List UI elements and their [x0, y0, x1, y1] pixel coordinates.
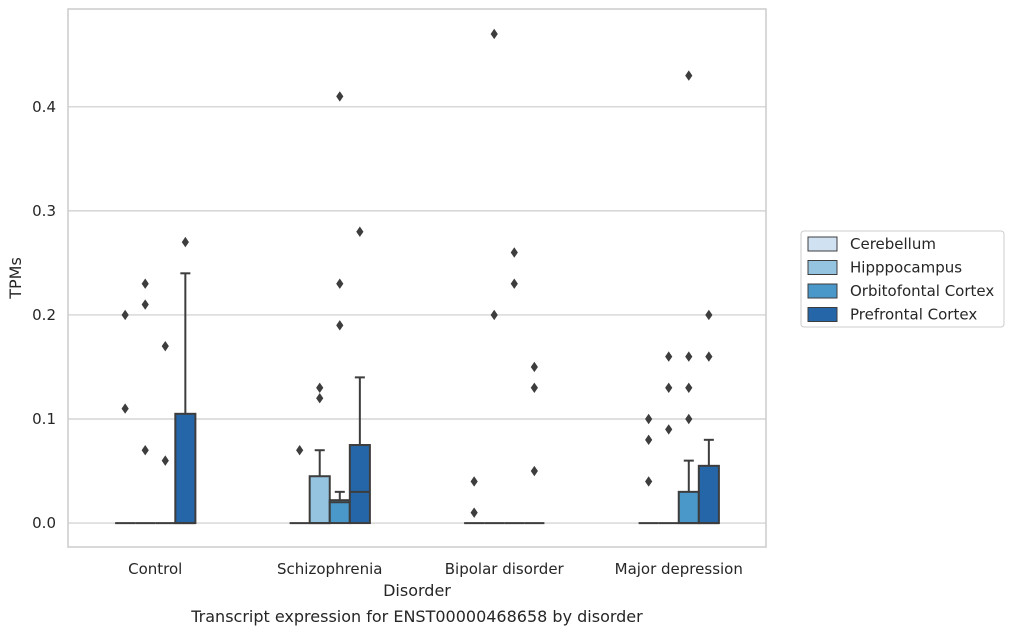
- outlier-point: [705, 351, 713, 362]
- legend-swatch: [807, 236, 838, 252]
- outlier-point: [470, 476, 478, 487]
- outlier-point: [316, 382, 324, 393]
- box-group: [697, 438, 720, 525]
- box-body: [174, 412, 197, 525]
- outlier-point: [296, 445, 304, 456]
- outlier-point: [490, 309, 498, 321]
- box-body: [697, 464, 720, 525]
- legend: Cerebellum Hipppocampus Orbitofontal Corte…: [800, 230, 1005, 328]
- outlier-point: [530, 382, 538, 393]
- outlier-point: [316, 392, 324, 404]
- outlier-point: [336, 91, 344, 102]
- outlier-point: [685, 70, 693, 81]
- outlier-point: [490, 28, 498, 40]
- box-group: [174, 272, 197, 525]
- outlier-point: [665, 351, 673, 362]
- outlier-point: [336, 320, 344, 331]
- legend-label: Cerebellum: [850, 235, 936, 253]
- outlier-point: [685, 382, 693, 393]
- outliers-layer: [121, 28, 713, 518]
- outlier-point: [510, 247, 518, 258]
- box-body: [308, 475, 331, 525]
- y-tick-label: 0.2: [32, 306, 56, 324]
- plot-background: [68, 9, 766, 547]
- outlier-point: [356, 226, 364, 237]
- y-tick-label: 0.1: [32, 410, 56, 428]
- outlier-point: [141, 299, 149, 310]
- legend-frame: [800, 230, 1005, 328]
- outlier-point: [141, 278, 149, 289]
- outlier-point: [121, 403, 129, 414]
- outlier-point: [685, 351, 693, 362]
- plot-border: [67, 8, 767, 548]
- y-tick-label: 0.3: [32, 202, 56, 220]
- box-group: [308, 449, 331, 525]
- x-tick-label: Bipolar disorder: [445, 560, 565, 578]
- outlier-point: [685, 413, 693, 425]
- outlier-point: [705, 309, 713, 321]
- outlier-point: [665, 424, 673, 435]
- x-axis-label: Disorder: [383, 581, 451, 600]
- outlier-point: [645, 476, 653, 487]
- chart-caption: Transcript expression for ENST0000046865…: [190, 607, 643, 626]
- legend-label: Hipppocampus: [850, 259, 962, 277]
- outlier-point: [645, 434, 653, 446]
- box-body: [348, 444, 371, 525]
- outlier-point: [530, 465, 538, 477]
- y-axis-label: TPMs: [6, 257, 25, 300]
- plot-area: [67, 8, 767, 548]
- x-tick-label: Schizophrenia: [277, 560, 382, 578]
- outlier-point: [645, 413, 653, 425]
- outlier-point: [336, 278, 344, 289]
- outlier-point: [510, 278, 518, 289]
- box-body: [677, 490, 700, 525]
- outlier-point: [141, 445, 149, 456]
- y-tick-label: 0.4: [32, 98, 56, 116]
- outlier-point: [121, 309, 129, 321]
- x-axis-ticks: Control Schizophrenia Bipolar disorder Majo…: [128, 560, 743, 578]
- boxes-layer: [115, 272, 720, 525]
- box-body: [328, 499, 351, 525]
- outlier-point: [530, 361, 538, 373]
- x-tick-label: Major depression: [615, 560, 743, 578]
- y-tick-label: 0.0: [32, 514, 56, 532]
- legend-swatch: [807, 283, 838, 299]
- box-group: [348, 376, 371, 525]
- y-axis-ticks: 0.0 0.1 0.2 0.3 0.4: [32, 98, 56, 532]
- outlier-point: [181, 236, 189, 248]
- outlier-point: [161, 340, 169, 352]
- outlier-point: [470, 507, 478, 518]
- x-tick-label: Control: [128, 560, 182, 578]
- legend-label: Orbitofontal Cortex: [850, 282, 994, 300]
- legend-label: Prefrontal Cortex: [850, 306, 977, 324]
- legend-swatch: [807, 260, 838, 275]
- outlier-point: [665, 382, 673, 393]
- legend-swatch: [807, 307, 838, 322]
- outlier-point: [161, 455, 169, 466]
